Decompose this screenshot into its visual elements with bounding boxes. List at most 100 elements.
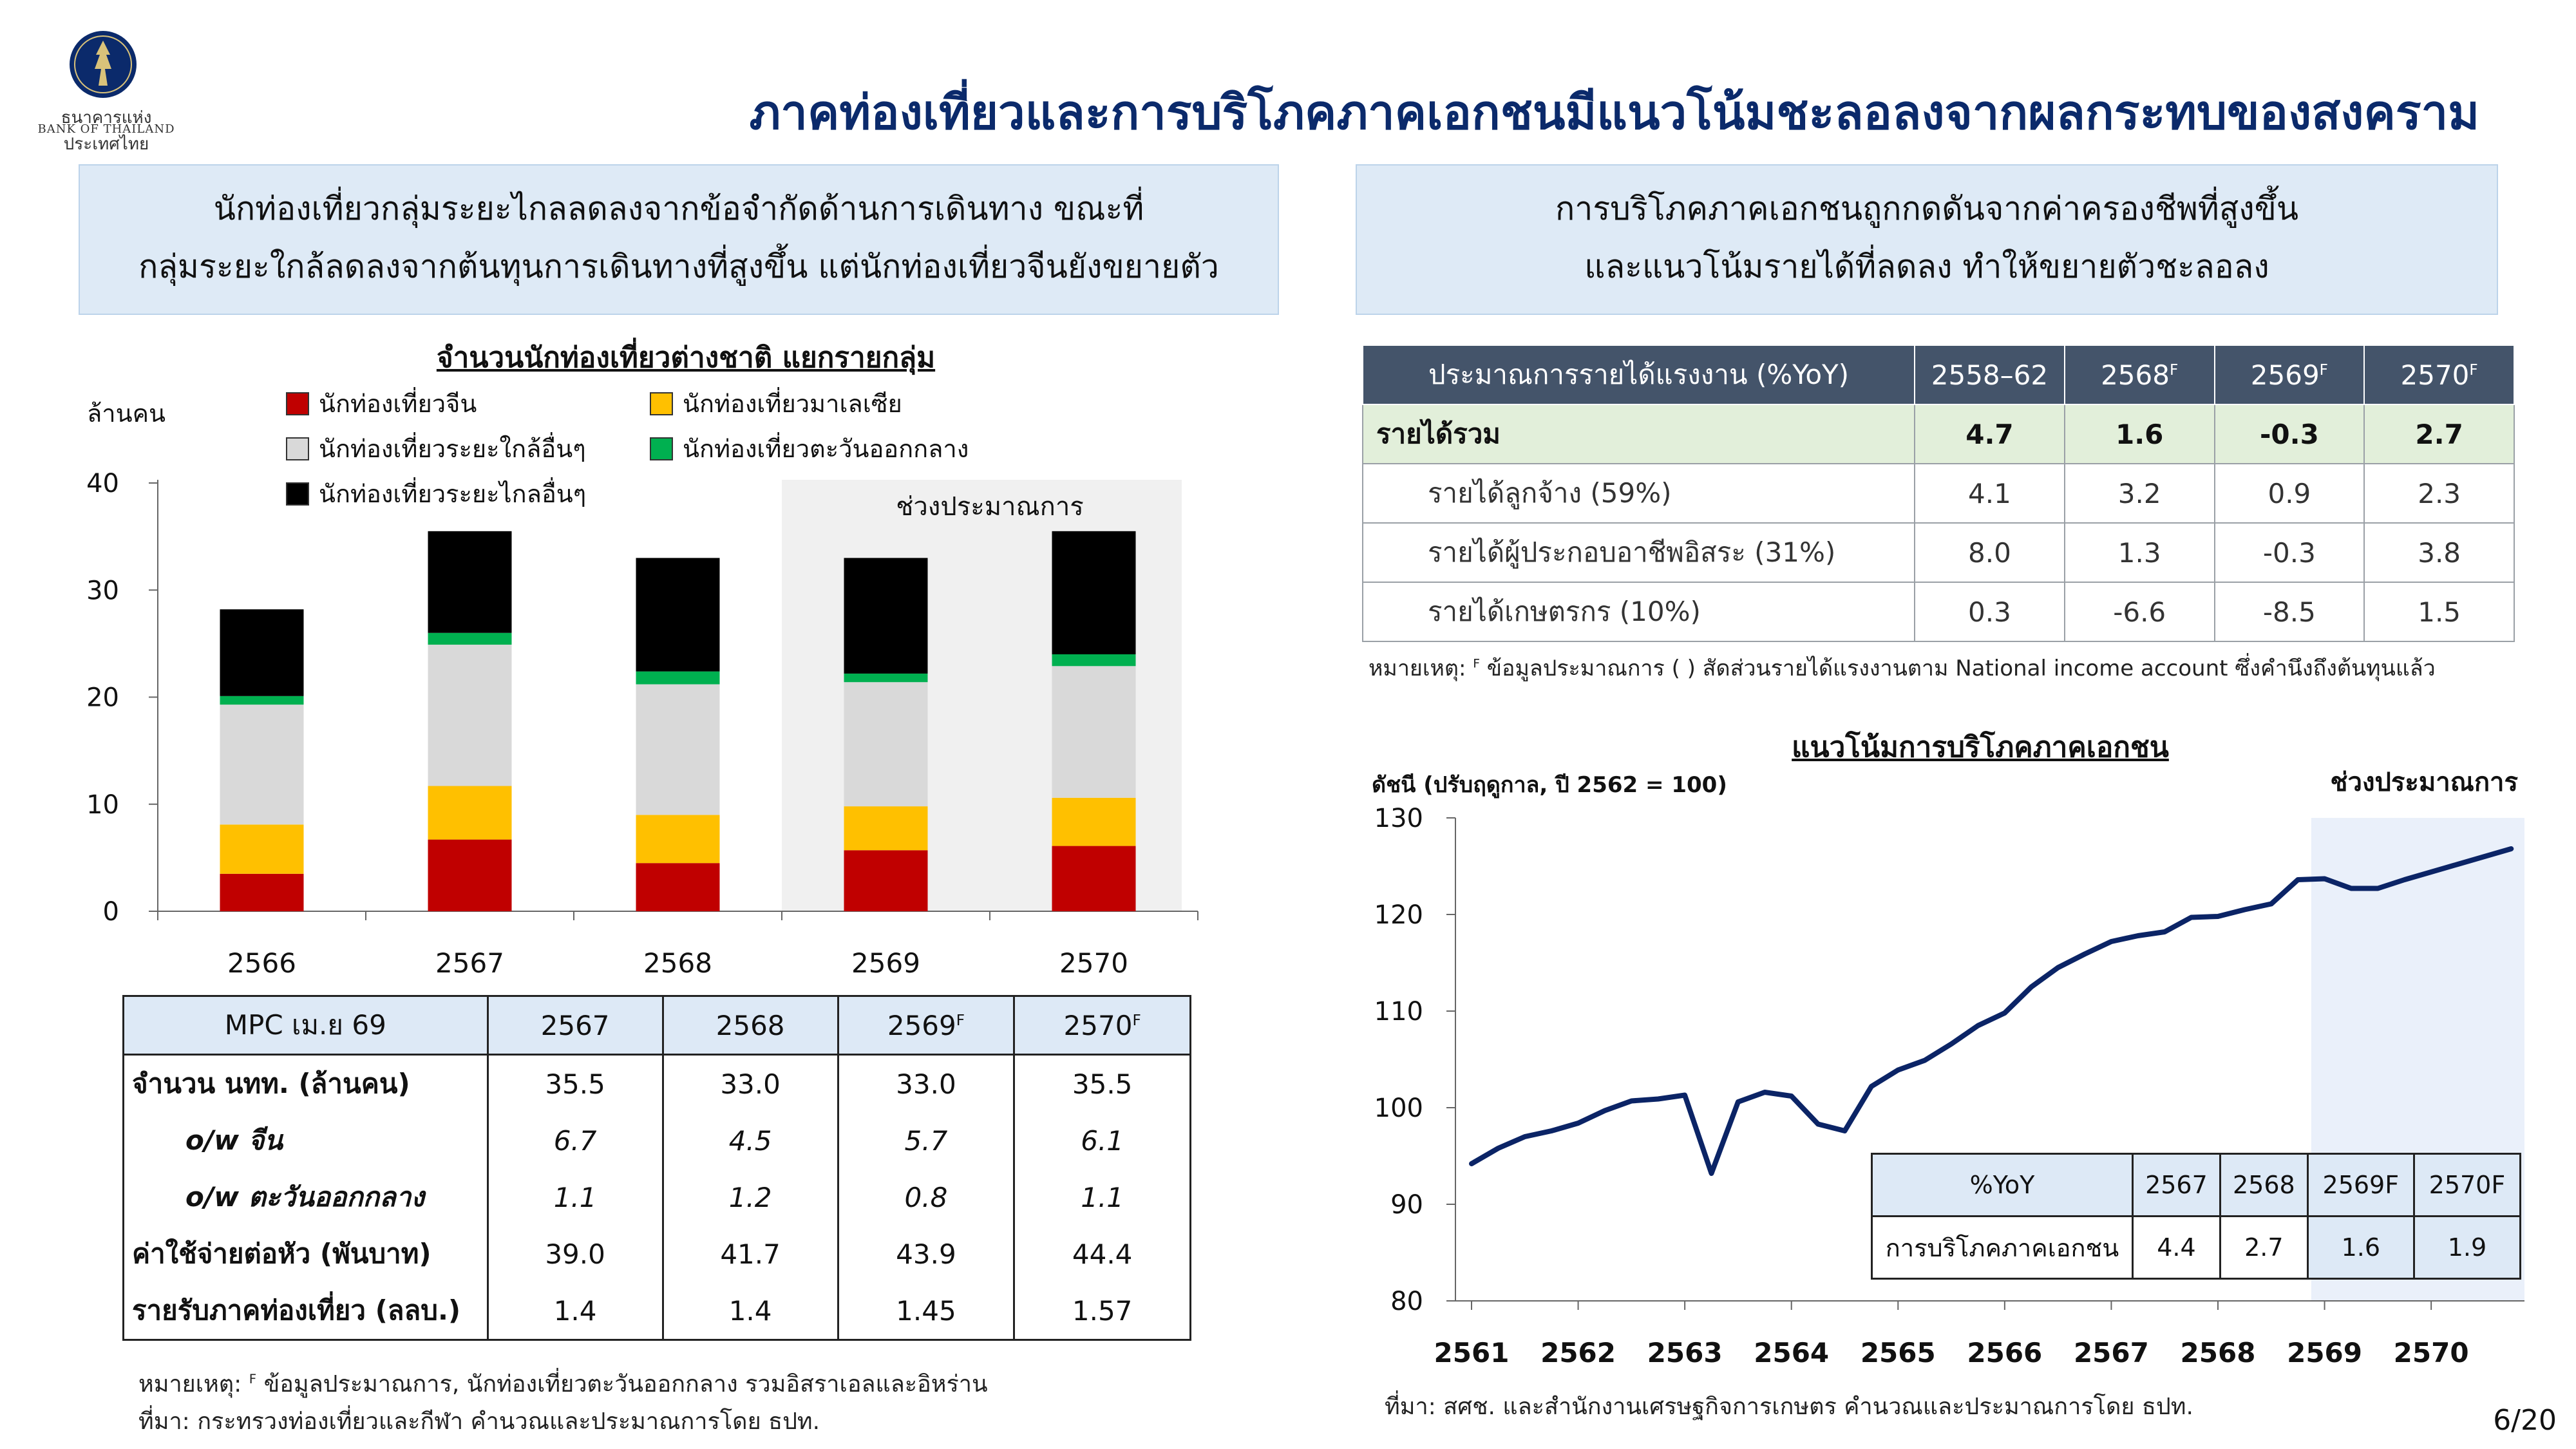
consumption-index-line	[1469, 846, 2514, 1176]
table-row: รายได้ลูกจ้าง (59%) 4.1 3.2 0.9 2.3	[1361, 463, 2515, 524]
income-note: หมายเหตุ: F ข้อมูลประมาณการ ( ) สัดส่วนร…	[1368, 656, 2436, 681]
mpc-row-label: o/w จีน	[122, 1112, 489, 1169]
bar-segment	[844, 850, 928, 911]
bar-segment	[636, 863, 720, 911]
bar-segment	[428, 531, 512, 633]
mpc-row-label: จำนวน นทท. (ล้านคน)	[122, 1054, 489, 1112]
table-row: รายรับภาคท่องเที่ยว (ลลบ.) 1.4 1.4 1.45 …	[122, 1282, 1191, 1341]
table-row: รายได้ผู้ประกอบอาชีพอิสระ (31%) 8.0 1.3 …	[1361, 522, 2515, 583]
mpc-row-label: รายรับภาคท่องเที่ยว (ลลบ.)	[122, 1282, 489, 1341]
income-row-label: รายได้เกษตรกร (10%)	[1361, 582, 1916, 642]
bar-segment	[220, 873, 304, 911]
y-axis-label: ล้านคน	[87, 399, 166, 428]
yoy-cell: 1.6	[2306, 1215, 2415, 1280]
income-header-year: 2569F	[2213, 345, 2365, 405]
mpc-header-year: 2569F	[837, 995, 1016, 1056]
page-title: ภาคท่องเที่ยวและการบริโภคภาคเอกชนมีแนวโน…	[749, 85, 2479, 140]
mpc-cell: 5.7	[837, 1112, 1016, 1169]
x-tick-label: 2569	[851, 947, 920, 979]
bar-segment	[636, 815, 720, 864]
y-tick-label: 40	[86, 469, 119, 498]
y-tick-label: 0	[103, 897, 119, 927]
income-cell: -0.3	[2213, 522, 2365, 583]
income-row-label: รายได้รวม	[1361, 404, 1916, 464]
tourist-bar-chart: ช่วงประมาณการ 0 10 20 30 40 ล้านคน 2566 2567 2568…	[86, 387, 1198, 979]
table-row: จำนวน นทท. (ล้านคน) 35.5 33.0 33.0 35.5	[122, 1054, 1191, 1112]
right-source: ที่มา: สศช. และสำนักงานเศรษฐกิจการเกษตร …	[1385, 1394, 2193, 1420]
y-tick-label: 30	[86, 576, 119, 605]
x-tick-label: 2569	[2287, 1337, 2362, 1368]
legend-swatch	[650, 392, 673, 415]
mpc-cell: 39.0	[486, 1226, 664, 1282]
income-cell: -8.5	[2213, 582, 2365, 642]
mpc-header-year: 2567	[486, 995, 664, 1056]
logo-text-th: ธนาคารแห่งประเทศไทย	[61, 108, 152, 154]
bar-segment	[428, 786, 512, 840]
x-tick-label: 2566	[1967, 1337, 2042, 1368]
income-row-label: รายได้ผู้ประกอบอาชีพอิสระ (31%)	[1361, 522, 1916, 583]
mpc-cell: 4.5	[661, 1112, 839, 1169]
bot-logo	[68, 29, 138, 100]
x-tick-label: 2568	[643, 947, 712, 979]
yoy-cell: 2.7	[2219, 1215, 2309, 1280]
mpc-table-header: MPC เม.ย 69 2567 2568 2569F 2570F	[122, 995, 1191, 1056]
x-tick-label: 2568	[2181, 1337, 2256, 1368]
mpc-cell: 33.0	[837, 1054, 1016, 1112]
legend-label: นักท่องเที่ยวจีน	[319, 387, 477, 418]
y-tick-label: 100	[1374, 1094, 1423, 1123]
x-tick-label: 2564	[1754, 1337, 1829, 1368]
bar-segment	[1052, 846, 1136, 911]
table-row: รายได้เกษตรกร (10%) 0.3 -6.6 -8.5 1.5	[1361, 582, 2515, 642]
yoy-row-label: การบริโภคภาคเอกชน	[1871, 1215, 2134, 1280]
income-cell: -6.6	[2063, 582, 2215, 642]
x-tick-label: 2567	[435, 947, 504, 979]
yoy-table-header: %YoY 2567 2568 2569F 2570F	[1871, 1153, 2522, 1217]
income-table-header: ประมาณการรายได้แรงงาน (%YoY) 2558–62 256…	[1361, 345, 2515, 405]
income-cell: -0.3	[2213, 404, 2365, 464]
mpc-cell: 6.7	[486, 1112, 664, 1169]
table-row: ค่าใช้จ่ายต่อหัว (พันบาท) 39.0 41.7 43.9…	[122, 1226, 1191, 1282]
income-header-year: 2570F	[2363, 345, 2515, 405]
legend-swatch	[286, 392, 309, 415]
table-row: รายได้รวม 4.7 1.6 -0.3 2.7	[1361, 404, 2515, 464]
yoy-header-year: 2567	[2132, 1153, 2221, 1217]
mpc-cell: 35.5	[486, 1054, 664, 1112]
forecast-label: ช่วงประมาณการ	[896, 492, 1084, 522]
y-tick-label: 90	[1390, 1190, 1423, 1220]
bar-segment	[636, 684, 720, 815]
mpc-cell: 44.4	[1013, 1226, 1191, 1282]
forecast-label: ช่วงประมาณการ	[2330, 768, 2518, 797]
income-cell: 0.3	[1914, 582, 2065, 642]
income-header-year: 2558–62	[1914, 345, 2065, 405]
yoy-header-year: 2569F	[2306, 1153, 2415, 1217]
table-row: o/w ตะวันออกกลาง 1.1 1.2 0.8 1.1	[122, 1169, 1191, 1226]
income-cell: 1.5	[2363, 582, 2515, 642]
legend-swatch	[286, 482, 309, 506]
legend-label: นักท่องเที่ยวระยะใกล้อื่นๆ	[319, 432, 586, 463]
legend-swatch	[286, 437, 309, 460]
x-tick-label: 2566	[227, 947, 296, 979]
bar-segment	[220, 705, 304, 825]
consumption-line-chart: ช่วงประมาณการ 80 90 100 110 120 130 2561 2562 256…	[1372, 768, 2524, 1368]
bar-segment	[1052, 666, 1136, 798]
mpc-cell: 0.8	[837, 1169, 1016, 1226]
legend-label: นักท่องเที่ยวระยะไกลอื่นๆ	[319, 477, 586, 508]
mpc-cell: 1.4	[486, 1282, 664, 1341]
left-source: ที่มา: กระทรวงท่องเที่ยวและกีฬา คำนวณและ…	[138, 1408, 820, 1435]
bar-segment	[1052, 531, 1136, 654]
x-tick-label: 2570	[2394, 1337, 2469, 1368]
mpc-tourism-table: MPC เม.ย 69 2567 2568 2569F 2570F จำนวน …	[122, 995, 1191, 1341]
bar-segment	[844, 682, 928, 807]
right-summary-line1: การบริโภคภาคเอกชนถูกกดดันจากค่าครองชีพที…	[1555, 190, 2299, 227]
income-cell: 3.8	[2363, 522, 2515, 583]
bar-segment	[220, 609, 304, 696]
mpc-cell: 43.9	[837, 1226, 1016, 1282]
x-tick-label: 2567	[2074, 1337, 2149, 1368]
income-cell: 4.1	[1914, 463, 2065, 524]
mpc-header-label: MPC เม.ย 69	[122, 995, 489, 1056]
income-header-year: 2568F	[2063, 345, 2215, 405]
bar-segment	[844, 673, 928, 683]
x-tick-label: 2570	[1059, 947, 1128, 979]
bar-segment	[220, 824, 304, 874]
income-cell: 4.7	[1914, 404, 2065, 464]
